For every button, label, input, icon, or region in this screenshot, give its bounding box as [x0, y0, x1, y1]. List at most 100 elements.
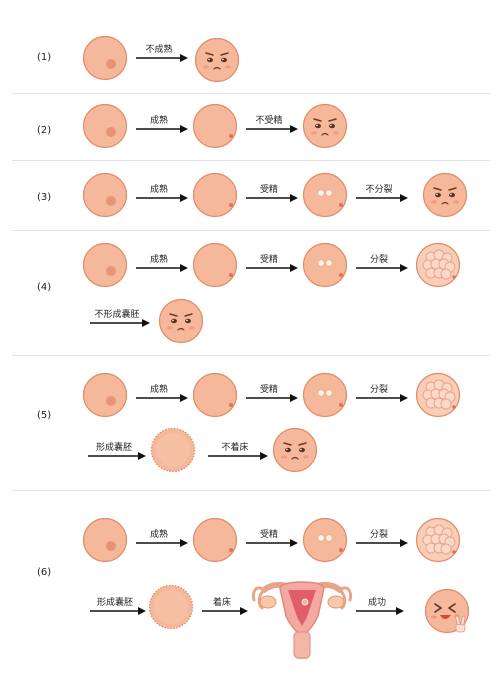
process-arrow: 受精	[246, 252, 298, 272]
process-arrow: 成熟	[136, 113, 188, 133]
row-divider	[12, 230, 490, 231]
arrow-line	[136, 194, 188, 202]
arrow-label: 成熟	[149, 530, 168, 540]
blastocyst-icon	[150, 427, 196, 473]
arrow-label: 分裂	[369, 385, 388, 395]
fertilized-egg-icon	[302, 372, 348, 418]
immature-egg-icon	[82, 517, 128, 563]
arrow-label: 受精	[259, 385, 278, 395]
arrow-label: 不形成囊胚	[94, 310, 140, 320]
sad-egg-face-icon	[302, 103, 348, 149]
process-arrow: 成熟	[136, 252, 188, 272]
arrow-label: 分裂	[369, 255, 388, 265]
row-label: (5)	[37, 410, 52, 421]
mature-egg-icon	[192, 103, 238, 149]
arrow-line	[246, 194, 298, 202]
arrow-line	[136, 54, 188, 62]
immature-egg-icon	[82, 35, 128, 81]
arrow-line	[246, 125, 298, 133]
arrow-label: 不成熟	[145, 45, 173, 55]
process-arrow: 受精	[246, 182, 298, 202]
arrow-label: 成功	[367, 598, 386, 608]
arrow-line	[136, 539, 188, 547]
row-label: (6)	[37, 567, 52, 578]
arrow-line	[136, 264, 188, 272]
dividing-embryo-icon	[415, 372, 461, 418]
arrow-label: 成熟	[149, 385, 168, 395]
arrow-line	[202, 607, 248, 615]
arrow-line	[246, 264, 298, 272]
process-arrow: 分裂	[356, 527, 408, 547]
arrow-line	[356, 394, 408, 402]
process-arrow: 不受精	[246, 113, 298, 133]
arrow-label: 着床	[212, 598, 231, 608]
blastocyst-icon	[148, 584, 194, 630]
immature-egg-icon	[82, 172, 128, 218]
arrow-line	[136, 125, 188, 133]
arrow-label: 成熟	[149, 255, 168, 265]
immature-egg-icon	[82, 242, 128, 288]
arrow-label: 不着床	[221, 443, 249, 453]
row-label: (4)	[37, 282, 52, 293]
sad-egg-face-icon	[422, 172, 468, 218]
fertilized-egg-icon	[302, 517, 348, 563]
arrow-label: 形成囊胚	[96, 598, 133, 608]
arrow-line	[88, 452, 146, 460]
arrow-line	[90, 607, 146, 615]
arrow-label: 受精	[259, 185, 278, 195]
immature-egg-icon	[82, 103, 128, 149]
arrow-label: 受精	[259, 530, 278, 540]
process-arrow: 着床	[202, 595, 248, 615]
process-arrow: 成熟	[136, 182, 188, 202]
process-arrow: 不成熟	[136, 42, 188, 62]
arrow-label: 分裂	[369, 530, 388, 540]
arrow-label: 形成囊胚	[95, 443, 132, 453]
arrow-line	[356, 607, 404, 615]
row-divider	[12, 490, 490, 491]
process-arrow: 形成囊胚	[88, 440, 146, 460]
mature-egg-icon	[192, 242, 238, 288]
arrow-line	[136, 394, 188, 402]
arrow-line	[208, 452, 268, 460]
arrow-line	[246, 394, 298, 402]
row-label: (3)	[37, 192, 52, 203]
process-arrow: 不分裂	[356, 182, 408, 202]
row-label: (2)	[37, 125, 52, 136]
process-arrow: 成熟	[136, 382, 188, 402]
dividing-embryo-icon	[415, 242, 461, 288]
mature-egg-icon	[192, 517, 238, 563]
process-arrow: 受精	[246, 527, 298, 547]
fertilized-egg-icon	[302, 172, 348, 218]
process-arrow: 分裂	[356, 382, 408, 402]
mature-egg-icon	[192, 372, 238, 418]
row-divider	[12, 93, 490, 94]
sad-egg-face-icon	[158, 298, 204, 344]
row-label: (1)	[37, 52, 52, 63]
process-arrow: 不形成囊胚	[90, 307, 150, 327]
process-arrow: 不着床	[208, 440, 268, 460]
process-arrow: 成熟	[136, 527, 188, 547]
row-divider	[12, 160, 490, 161]
immature-egg-icon	[82, 372, 128, 418]
arrow-line	[356, 264, 408, 272]
fertilized-egg-icon	[302, 242, 348, 288]
process-arrow: 分裂	[356, 252, 408, 272]
arrow-line	[356, 194, 408, 202]
arrow-label: 受精	[259, 255, 278, 265]
arrow-label: 成熟	[149, 116, 168, 126]
arrow-line	[246, 539, 298, 547]
arrow-label: 不受精	[255, 116, 283, 126]
uterus-icon	[248, 570, 356, 662]
arrow-label: 成熟	[149, 185, 168, 195]
arrow-line	[90, 319, 150, 327]
happy-egg-face-peace-sign-icon	[424, 588, 470, 634]
arrow-line	[356, 539, 408, 547]
process-arrow: 形成囊胚	[90, 595, 146, 615]
process-arrow: 受精	[246, 382, 298, 402]
mature-egg-icon	[192, 172, 238, 218]
row-divider	[12, 355, 490, 356]
process-arrow: 成功	[356, 595, 404, 615]
sad-egg-face-icon	[194, 37, 240, 83]
dividing-embryo-icon	[415, 517, 461, 563]
arrow-label: 不分裂	[365, 185, 393, 195]
